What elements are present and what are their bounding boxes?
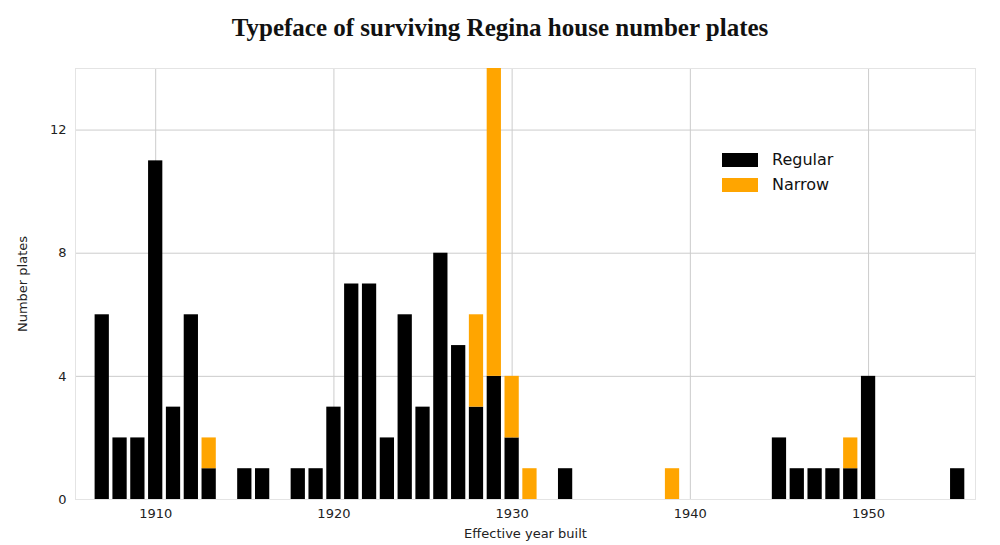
html-text:Narrow: Narrow [772, 175, 830, 194]
svg-text:1940: 1940 [674, 506, 707, 521]
html-text:Regular: Regular [772, 150, 834, 169]
svg-text:1910: 1910 [139, 506, 172, 521]
svg-text:1920: 1920 [317, 506, 350, 521]
svg-text:12: 12 [50, 122, 67, 137]
svg-text:4: 4 [58, 369, 66, 384]
svg-text:8: 8 [58, 245, 66, 260]
svg-text:0: 0 [58, 492, 66, 507]
svg-text:1930: 1930 [496, 506, 529, 521]
html-text:Typeface of surviving Regina h: Typeface of surviving Regina house numbe… [231, 14, 769, 41]
svg-text:Effective year built: Effective year built [464, 526, 587, 541]
svg-text:1950: 1950 [852, 506, 885, 521]
svg-text:Number plates: Number plates [15, 236, 30, 332]
